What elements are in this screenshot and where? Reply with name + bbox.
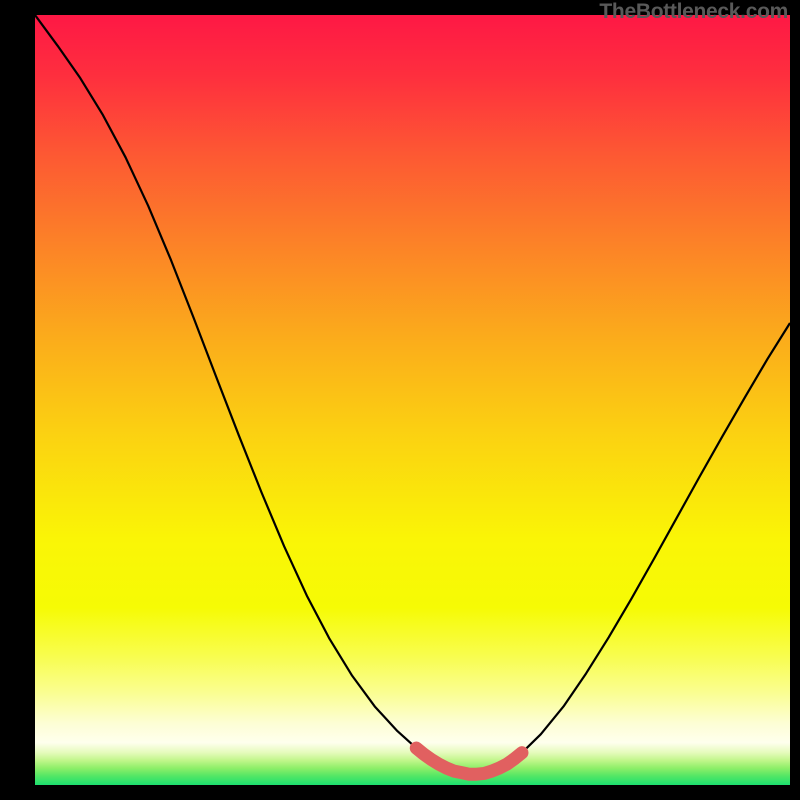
plot-area: [35, 15, 790, 785]
curve-layer: [35, 15, 790, 785]
watermark-text: TheBottleneck.com: [599, 0, 788, 24]
chart-container: TheBottleneck.com: [0, 0, 800, 800]
optimal-zone-highlight: [416, 748, 522, 774]
bottleneck-curve: [35, 15, 790, 774]
